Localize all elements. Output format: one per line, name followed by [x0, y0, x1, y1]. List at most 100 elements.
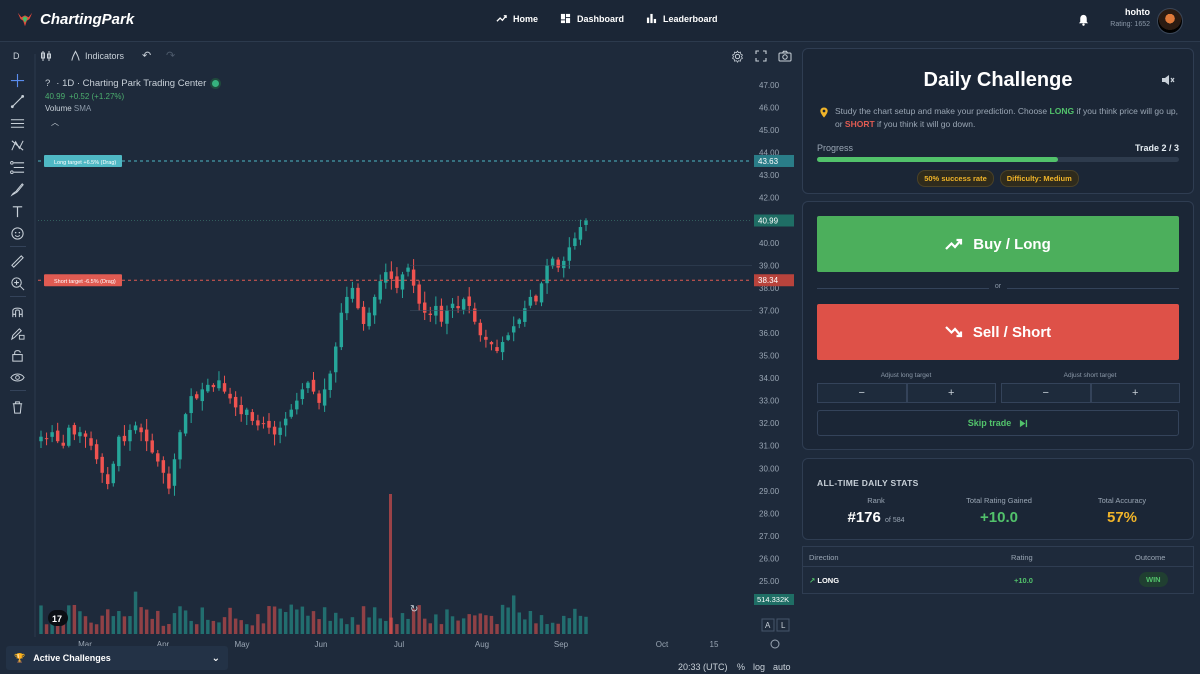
volume-bar [322, 607, 327, 634]
parallel-lines-icon [10, 118, 24, 128]
redo-icon[interactable]: ↷ [166, 50, 176, 62]
y-axis-tick-label: 33.00 [759, 397, 780, 406]
nav-home-link[interactable]: Home [496, 13, 538, 24]
volume-bar [283, 612, 288, 634]
candle-body [584, 220, 588, 225]
candle-body [445, 310, 449, 324]
hide-tool[interactable] [4, 368, 30, 386]
settings-icon[interactable] [731, 50, 744, 63]
chart-legend: ? · 1D · Charting Park Trading Center 40… [45, 78, 220, 128]
candle-body [411, 269, 416, 286]
volume-bar [334, 612, 338, 634]
table-row[interactable]: ↗ LONG +10.0 WIN [803, 567, 1193, 595]
candle-body [267, 420, 271, 428]
candle-body [317, 393, 321, 403]
avatar[interactable] [1157, 8, 1183, 34]
sell-short-button[interactable]: Sell / Short [817, 304, 1179, 360]
tradingview-logo-text: 17 [52, 614, 62, 624]
accuracy-label: Total Accuracy [1097, 496, 1147, 505]
auto-scale-button[interactable] [761, 618, 775, 632]
crosshair-tool[interactable] [4, 71, 30, 89]
candle-body [39, 436, 43, 442]
lock-tool[interactable] [4, 346, 30, 364]
nav-links: Home Dashboard Leaderboard [496, 13, 718, 24]
active-challenges-toggle[interactable]: 🏆 Active Challenges ⌄ [6, 646, 228, 670]
brand[interactable]: ChartingPark [16, 9, 134, 29]
lock-drawing-tool[interactable] [4, 324, 30, 342]
log-toggle[interactable]: log [753, 662, 766, 672]
volume-bar [289, 604, 293, 634]
pattern-tool[interactable] [4, 136, 30, 154]
volume-bar [206, 619, 210, 634]
buy-long-button[interactable]: Buy / Long [817, 216, 1179, 272]
volume-bar [211, 620, 216, 634]
volume-bar [461, 618, 466, 634]
fib-tool[interactable] [4, 158, 30, 176]
volume-bar [406, 618, 410, 634]
magnet-tool[interactable] [4, 302, 30, 320]
y-axis-tick-label: 43.00 [759, 171, 780, 180]
mute-icon[interactable] [1161, 73, 1175, 87]
candle-body [528, 296, 533, 306]
candle-body [389, 271, 394, 279]
text-tool[interactable] [4, 202, 30, 220]
percent-toggle[interactable]: % [737, 662, 746, 672]
volume-bar [83, 616, 88, 634]
volume-spike [389, 494, 392, 634]
volume-tag [754, 594, 794, 605]
short-target-handle[interactable] [44, 274, 122, 287]
emoji-tool[interactable] [4, 224, 30, 242]
candle-body [83, 433, 88, 437]
price-chart[interactable]: 47.0046.0045.0044.0043.0042.0041.0040.00… [0, 42, 800, 674]
auto-toggle[interactable]: auto [773, 662, 791, 672]
volume-bar [534, 623, 538, 634]
zoom-tool[interactable] [4, 274, 30, 292]
nav-leaderboard-link[interactable]: Leaderboard [646, 13, 718, 24]
delete-tool[interactable] [4, 398, 30, 416]
candle-body [506, 335, 510, 340]
fullscreen-icon[interactable] [755, 50, 767, 62]
nav-dashboard-link[interactable]: Dashboard [560, 13, 624, 24]
reset-chart-icon[interactable]: ↻ [410, 604, 418, 615]
trendline-tool[interactable] [4, 92, 30, 110]
trend-up-icon [945, 238, 963, 250]
sell-label: Sell / Short [972, 323, 1052, 341]
user-info[interactable]: hohto Rating: 1652 [1100, 7, 1150, 28]
interval-button[interactable]: D [13, 51, 20, 61]
tradingview-logo-icon[interactable] [48, 610, 68, 626]
skip-trade-button[interactable]: Skip trade [817, 410, 1179, 436]
ruler-tool[interactable] [4, 252, 30, 270]
adjust-short-label: Adjust short target [1063, 372, 1117, 379]
long-target-handle[interactable] [44, 154, 122, 167]
short-target-decrease-button[interactable]: − [1001, 383, 1091, 403]
log-scale-button[interactable] [776, 618, 790, 632]
candle-body [400, 274, 405, 290]
volume-bar [467, 614, 471, 634]
x-axis-tick-label: Apr [157, 640, 170, 649]
volume-legend[interactable]: Volume SMA [45, 104, 219, 113]
buy-label: Buy / Long [973, 235, 1051, 253]
legend-values: 40.99 +0.52 (+1.27%) [45, 92, 219, 101]
undo-icon[interactable]: ↶ [142, 50, 152, 62]
bell-icon[interactable] [1077, 13, 1090, 27]
volume-bar [484, 615, 488, 634]
dashboard-icon [560, 13, 571, 24]
long-target-increase-button[interactable]: + [906, 383, 996, 403]
collapse-legend-icon[interactable]: ︿ [51, 118, 59, 127]
indicators-button[interactable]: Indicators [85, 51, 125, 61]
symbol-label: ? [45, 78, 51, 89]
candles-icon[interactable] [40, 50, 52, 62]
horizontal-lines-tool[interactable] [4, 114, 30, 132]
volume-bar [523, 619, 527, 634]
volume-bar [167, 624, 171, 634]
short-target-increase-button[interactable]: + [1090, 383, 1180, 403]
y-axis-tick-label: 36.00 [759, 329, 780, 338]
long-target-decrease-button[interactable]: − [817, 383, 907, 403]
goto-date-icon[interactable] [770, 639, 780, 649]
volume-bar [111, 616, 116, 634]
indicators-icon[interactable] [70, 50, 81, 62]
desc-long-word: LONG [1049, 106, 1075, 116]
brush-tool[interactable] [4, 180, 30, 198]
chart-container[interactable]: 47.0046.0045.0044.0043.0042.0041.0040.00… [0, 42, 800, 674]
camera-icon[interactable] [778, 50, 792, 62]
